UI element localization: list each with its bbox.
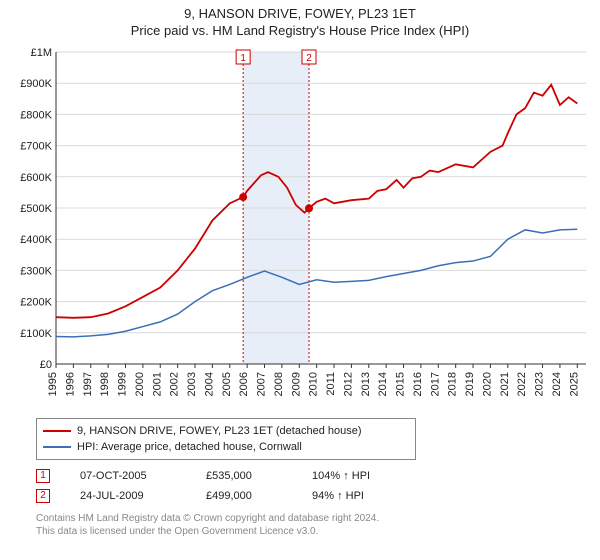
legend-label: 9, HANSON DRIVE, FOWEY, PL23 1ET (detach… (77, 425, 362, 437)
sale-price: £535,000 (206, 470, 306, 482)
svg-text:£800K: £800K (20, 109, 52, 121)
page-container: 9, HANSON DRIVE, FOWEY, PL23 1ET Price p… (0, 0, 600, 542)
svg-text:2006: 2006 (238, 372, 250, 396)
sale-pct: 104% ↑ HPI (312, 470, 422, 482)
sale-marker-label: 2 (36, 489, 50, 503)
svg-text:2002: 2002 (169, 372, 181, 396)
legend-swatch (43, 446, 71, 448)
legend: 9, HANSON DRIVE, FOWEY, PL23 1ET (detach… (36, 418, 416, 460)
svg-text:2015: 2015 (395, 372, 407, 396)
svg-text:2007: 2007 (256, 372, 268, 396)
svg-text:£1M: £1M (31, 47, 52, 59)
svg-text:2: 2 (306, 53, 312, 64)
svg-text:2025: 2025 (568, 372, 580, 396)
svg-text:£200K: £200K (20, 297, 52, 309)
svg-text:£400K: £400K (20, 234, 52, 246)
svg-text:2023: 2023 (534, 372, 546, 396)
legend-label: HPI: Average price, detached house, Corn… (77, 441, 302, 453)
svg-text:2004: 2004 (203, 372, 215, 396)
footer-line: Contains HM Land Registry data © Crown c… (36, 512, 592, 525)
svg-text:£700K: £700K (20, 141, 52, 153)
svg-text:2003: 2003 (186, 372, 198, 396)
sale-date: 07-OCT-2005 (80, 470, 200, 482)
svg-text:1997: 1997 (82, 372, 94, 396)
chart: £0 £100K £200K £300K £400K £500K £600K £700K £80… (8, 42, 592, 412)
svg-text:2001: 2001 (151, 372, 163, 396)
svg-text:2022: 2022 (516, 372, 528, 396)
svg-text:£600K: £600K (20, 172, 52, 184)
legend-swatch (43, 430, 71, 432)
svg-text:2009: 2009 (290, 372, 302, 396)
svg-text:2018: 2018 (447, 372, 459, 396)
svg-text:2014: 2014 (377, 372, 389, 396)
sale-row: 2 24-JUL-2009 £499,000 94% ↑ HPI (36, 486, 592, 506)
svg-text:2012: 2012 (342, 372, 354, 396)
svg-text:2011: 2011 (325, 372, 337, 396)
svg-text:£100K: £100K (20, 328, 52, 340)
svg-text:£500K: £500K (20, 203, 52, 215)
svg-text:2016: 2016 (412, 372, 424, 396)
page-subtitle: Price paid vs. HM Land Registry's House … (8, 23, 592, 38)
svg-text:2024: 2024 (551, 372, 563, 396)
svg-text:£300K: £300K (20, 265, 52, 277)
legend-item: 9, HANSON DRIVE, FOWEY, PL23 1ET (detach… (43, 423, 409, 439)
title-area: 9, HANSON DRIVE, FOWEY, PL23 1ET Price p… (8, 6, 592, 38)
svg-text:2020: 2020 (481, 372, 493, 396)
sales-table: 1 07-OCT-2005 £535,000 104% ↑ HPI 2 24-J… (36, 466, 592, 506)
page-title: 9, HANSON DRIVE, FOWEY, PL23 1ET (8, 6, 592, 21)
svg-text:2021: 2021 (499, 372, 511, 396)
svg-text:£900K: £900K (20, 78, 52, 90)
legend-item: HPI: Average price, detached house, Corn… (43, 439, 409, 455)
sale-price: £499,000 (206, 490, 306, 502)
svg-text:1: 1 (240, 53, 246, 64)
sale-row: 1 07-OCT-2005 £535,000 104% ↑ HPI (36, 466, 592, 486)
svg-text:2005: 2005 (221, 372, 233, 396)
svg-text:£0: £0 (40, 359, 52, 371)
svg-text:2010: 2010 (308, 372, 320, 396)
svg-text:2008: 2008 (273, 372, 285, 396)
chart-svg: £0 £100K £200K £300K £400K £500K £600K £700K £80… (8, 42, 592, 412)
sale-date: 24-JUL-2009 (80, 490, 200, 502)
footer-line: This data is licensed under the Open Gov… (36, 525, 592, 538)
sale-marker-label: 1 (36, 469, 50, 483)
svg-text:1998: 1998 (99, 372, 111, 396)
svg-text:1999: 1999 (117, 372, 129, 396)
footer: Contains HM Land Registry data © Crown c… (36, 512, 592, 538)
svg-text:2000: 2000 (134, 372, 146, 396)
svg-text:2017: 2017 (429, 372, 441, 396)
svg-text:1996: 1996 (64, 372, 76, 396)
svg-text:2013: 2013 (360, 372, 372, 396)
svg-text:1995: 1995 (47, 372, 59, 396)
sale-pct: 94% ↑ HPI (312, 490, 422, 502)
svg-text:2019: 2019 (464, 372, 476, 396)
